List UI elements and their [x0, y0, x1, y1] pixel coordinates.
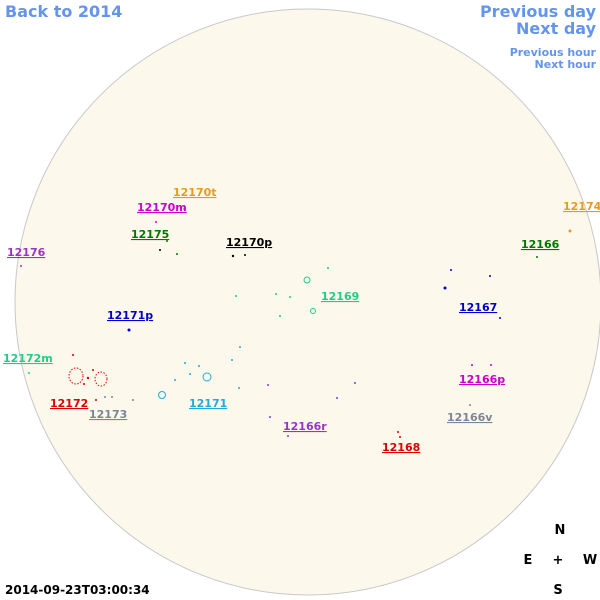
- region-label[interactable]: 12174: [563, 200, 600, 213]
- next-day-link[interactable]: Next day: [516, 19, 597, 38]
- back-link[interactable]: Back to 2014: [5, 2, 122, 21]
- region-label[interactable]: 12168: [382, 441, 420, 454]
- region-label[interactable]: 12170m: [137, 201, 187, 214]
- previous-hour-link[interactable]: Previous hour: [510, 46, 597, 59]
- next-hour-link[interactable]: Next hour: [535, 58, 597, 71]
- region-label[interactable]: 12175: [131, 228, 169, 241]
- compass-west: W: [583, 553, 597, 568]
- timestamp: 2014-09-23T03:00:34: [5, 583, 150, 597]
- region-label[interactable]: 12172m: [3, 352, 53, 365]
- region-label[interactable]: 12170t: [173, 186, 217, 199]
- region-label[interactable]: 12172: [50, 397, 88, 410]
- region-label[interactable]: 12167: [459, 301, 497, 314]
- previous-day-link[interactable]: Previous day: [480, 2, 597, 21]
- region-label[interactable]: 12169: [321, 290, 359, 303]
- compass-east: E: [524, 553, 533, 568]
- sunspots: [20, 208, 572, 438]
- region-label[interactable]: 12170p: [226, 236, 272, 249]
- region-label[interactable]: 12166v: [447, 411, 493, 424]
- region-label[interactable]: 12176: [7, 246, 46, 259]
- region-label[interactable]: 12166r: [283, 420, 327, 433]
- solar-disk: [14, 8, 600, 596]
- region-label[interactable]: 12173: [89, 408, 127, 421]
- region-label[interactable]: 12166: [521, 238, 560, 251]
- region-label[interactable]: 12171: [189, 397, 227, 410]
- compass-north: N: [555, 523, 566, 538]
- region-label[interactable]: 12171p: [107, 309, 153, 322]
- compass-center: +: [553, 553, 564, 568]
- compass-south: S: [553, 583, 562, 598]
- region-label[interactable]: 12166p: [459, 373, 505, 386]
